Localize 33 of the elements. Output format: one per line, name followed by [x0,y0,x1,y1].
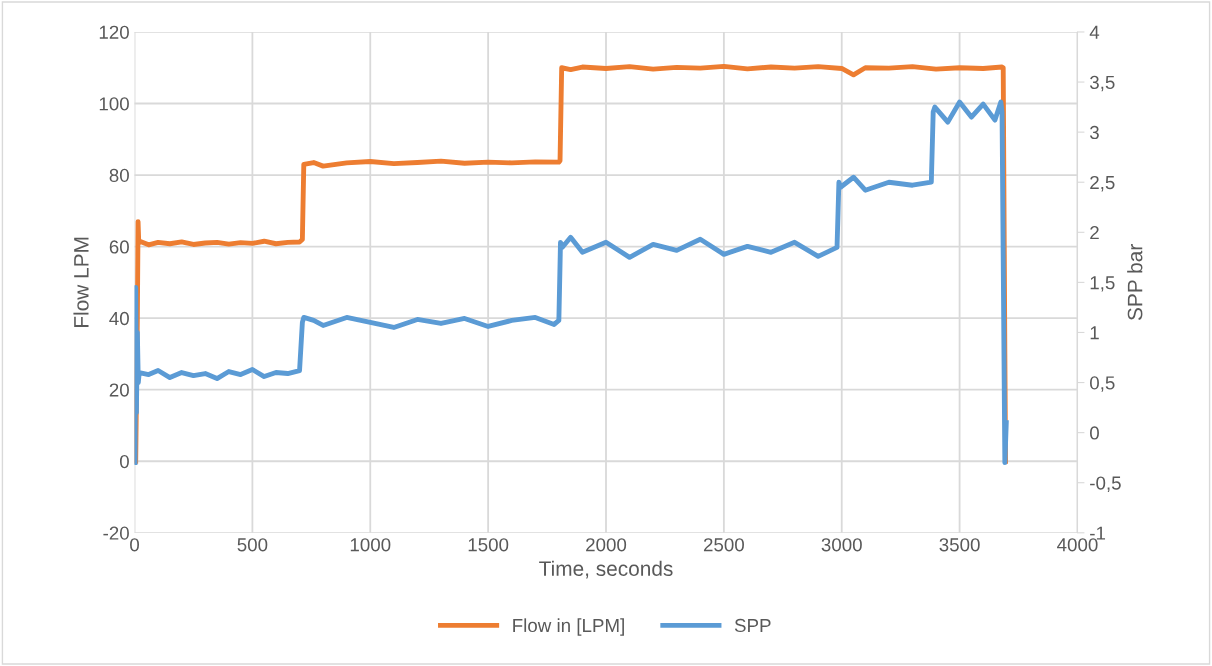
y2-tick-label: 3 [1089,125,1099,140]
y-tick-label: 120 [99,25,129,39]
x-tick-label: 4000 [1057,538,1098,552]
y-tick-label: 40 [109,311,129,326]
y-tick-label: 20 [109,383,129,397]
y2-tick-label: 1,5 [1090,276,1115,292]
y-tick-label: 80 [109,168,129,183]
legend-label: Flow in [LPM] [513,618,624,636]
y2-tick-label: -1 [1090,526,1106,540]
y2-tick-label: 2,5 [1090,175,1115,192]
y-axis-title: Flow LPM [73,237,89,327]
x-tick-label: 1000 [350,538,391,552]
x-tick-label: 0 [130,538,140,552]
x-tick-label: 1500 [468,538,509,552]
x-tick-label: 2500 [703,538,744,552]
y2-tick-label: 4 [1089,25,1100,39]
x-axis-title: Time, seconds [539,560,673,579]
x-tick-label: 500 [237,538,268,552]
y2-tick-label: 0,5 [1090,376,1115,392]
y2-tick-label: 1 [1090,326,1099,340]
x-tick-label: 3500 [939,538,980,552]
y-tick-label: 0 [119,454,129,469]
legend-label: SPP [734,618,771,633]
y2-axis-title: SPP bar [1127,244,1143,321]
y2-tick-label: 0 [1090,426,1099,440]
y-tick-label: 60 [109,240,129,254]
x-tick-label: 3000 [821,538,862,552]
y-tick-label: -20 [103,526,129,540]
y2-tick-label: 3,5 [1089,75,1115,92]
y-tick-label: 100 [99,97,129,111]
x-tick-label: 2000 [586,538,627,552]
y2-tick-label: -0,5 [1090,476,1121,492]
y2-tick-label: 2 [1090,226,1099,240]
